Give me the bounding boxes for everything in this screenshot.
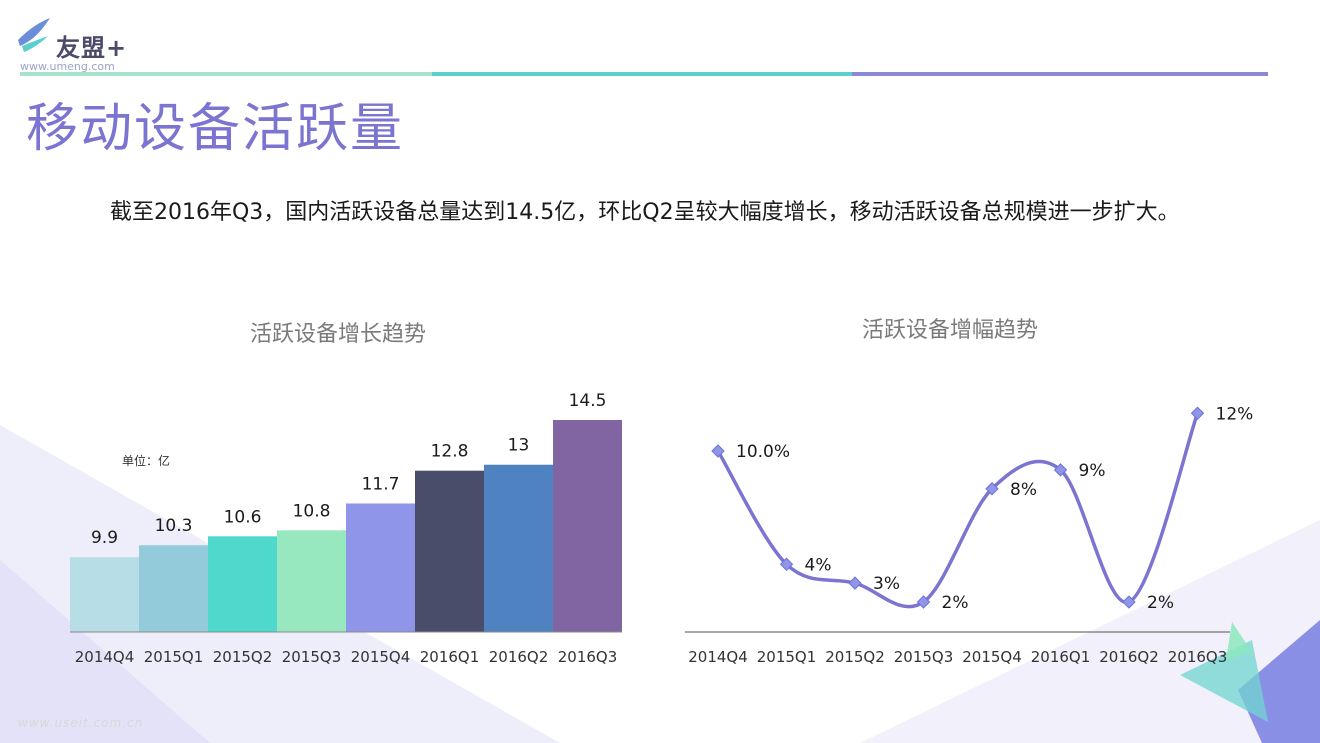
- line-label-2014Q4: 10.0%: [736, 442, 790, 462]
- line-label-2015Q2: 3%: [873, 574, 900, 594]
- line-chart-title: 活跃设备增幅趋势: [862, 318, 1039, 343]
- page-title: 移动设备活跃量: [26, 99, 405, 159]
- watermark: www.useit.com.cn: [18, 716, 144, 730]
- bar-chart-title: 活跃设备增长趋势: [250, 322, 427, 347]
- bar-2016Q1: [415, 470, 484, 632]
- bar-label-2016Q3: 14.5: [569, 391, 607, 411]
- header-rule-green: [20, 72, 432, 76]
- bar-xtick-2014Q4: 2014Q4: [75, 648, 135, 666]
- line-point-2016Q1: [1053, 463, 1068, 477]
- bar-xtick-2016Q2: 2016Q2: [489, 648, 549, 666]
- line-label-2015Q1: 4%: [805, 555, 832, 575]
- line-point-2016Q3: [1190, 406, 1205, 420]
- bar-xtick-2015Q1: 2015Q1: [144, 648, 204, 666]
- bg-triangle-left-dark: [0, 560, 210, 743]
- bar-xtick-2016Q1: 2016Q1: [420, 648, 480, 666]
- brand-url: www.umeng.com: [20, 60, 115, 73]
- bar-xtick-2016Q3: 2016Q3: [558, 648, 618, 666]
- line-point-2015Q4: [985, 482, 999, 496]
- line-xtick-2015Q4: 2015Q4: [962, 648, 1022, 666]
- line-label-2016Q1: 9%: [1079, 461, 1106, 481]
- line-xtick-2016Q2: 2016Q2: [1099, 648, 1159, 666]
- line-label-2015Q4: 8%: [1010, 480, 1037, 500]
- bar-label-2015Q4: 11.7: [362, 474, 400, 494]
- bar-label-2014Q4: 9.9: [91, 528, 118, 548]
- header-rule-purple: [852, 72, 1268, 76]
- bar-label-2015Q1: 10.3: [155, 516, 193, 536]
- line-point-2015Q1: [779, 557, 794, 571]
- bar-2015Q3: [277, 530, 346, 632]
- bar-chart-unit: 单位：亿: [122, 454, 171, 468]
- bar-2016Q2: [484, 464, 553, 632]
- line-point-2014Q4: [711, 444, 725, 458]
- line-label-2015Q3: 2%: [942, 593, 969, 613]
- bar-2015Q4: [346, 503, 415, 632]
- line-xtick-2016Q1: 2016Q1: [1031, 648, 1091, 666]
- line-point-2016Q2: [1122, 595, 1136, 609]
- bar-label-2016Q1: 12.8: [431, 442, 469, 462]
- brand-name: 友盟+: [56, 34, 128, 62]
- bar-label-2016Q2: 13: [508, 436, 530, 456]
- line-point-2015Q3: [916, 595, 931, 609]
- bg-triangle-green: [1226, 622, 1252, 660]
- bar-2014Q4: [70, 557, 139, 632]
- line-xtick-2015Q1: 2015Q1: [757, 648, 817, 666]
- bar-xtick-2015Q4: 2015Q4: [351, 648, 411, 666]
- bar-chart: 9.9 2014Q4 10.3 2015Q1 10.6 2015Q2 10.8 2015Q3 1…: [70, 391, 622, 666]
- intro-paragraph: 截至2016年Q3，国内活跃设备总量达到14.5亿，环比Q2呈较大幅度增长，移动…: [110, 200, 1180, 225]
- logo-icon: [18, 18, 50, 52]
- bar-2016Q3: [553, 420, 622, 632]
- bar-xtick-2015Q2: 2015Q2: [213, 648, 273, 666]
- bg-triangle-teal: [1180, 640, 1268, 722]
- bar-2015Q1: [139, 545, 208, 632]
- bar-label-2015Q3: 10.8: [293, 501, 331, 521]
- line-label-2016Q2: 2%: [1147, 593, 1174, 613]
- bar-2015Q2: [208, 536, 277, 632]
- line-xtick-2015Q2: 2015Q2: [825, 648, 885, 666]
- line-label-2016Q3: 12%: [1216, 404, 1254, 424]
- bar-xtick-2015Q3: 2015Q3: [282, 648, 342, 666]
- line-xtick-2014Q4: 2014Q4: [688, 648, 748, 666]
- line-point-2015Q2: [848, 576, 862, 590]
- line-xtick-2016Q3: 2016Q3: [1168, 648, 1228, 666]
- bar-label-2015Q2: 10.6: [224, 507, 262, 527]
- line-xtick-2015Q3: 2015Q3: [894, 648, 954, 666]
- line-chart: 10.0% 2014Q4 4% 2015Q1 3% 2015Q2 2% 2015Q3 8% 201…: [685, 404, 1254, 666]
- header-rule-teal: [432, 72, 852, 76]
